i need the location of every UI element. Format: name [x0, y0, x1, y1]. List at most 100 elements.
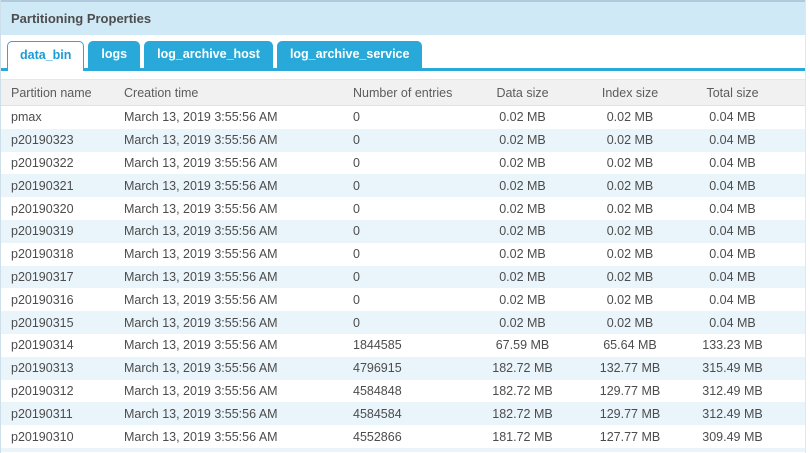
cell: 133.23 MB	[702, 338, 763, 353]
table-row: p20190311 March 13, 2019 3:55:56 AM 458458…	[1, 402, 805, 426]
cell: March 13, 2019 3:55:56 AM	[124, 178, 278, 193]
cell: 0.04 MB	[709, 247, 756, 262]
cell: 0.04 MB	[709, 178, 756, 193]
cell: 0.02 MB	[499, 155, 546, 170]
cell: 0.02 MB	[499, 315, 546, 330]
cell: 0.02 MB	[606, 133, 654, 148]
table-row: p20190323 March 13, 2019 3:55:56 AM 0 0.02 …	[1, 128, 805, 152]
cell: 312.49 MB	[702, 406, 763, 421]
cell: 0.02 MB	[606, 110, 654, 125]
cell: 0.02 MB	[499, 133, 546, 148]
cell: 132.77 MB	[599, 361, 661, 376]
tab-log_archive_host[interactable]: log_archive_host	[144, 41, 273, 68]
table-row: p20190313 March 13, 2019 3:55:56 AM 479691…	[1, 356, 805, 380]
cell: 0	[353, 178, 360, 193]
cell: 0	[353, 155, 360, 170]
cell: p20190312	[11, 383, 74, 398]
cell: 0.04 MB	[709, 224, 756, 239]
cell: 309.49 MB	[702, 429, 763, 444]
table-row: p20190319 March 13, 2019 3:55:56 AM 0 0.02 …	[1, 219, 805, 243]
cell: 0	[353, 315, 360, 330]
cell: p20190317	[11, 269, 74, 284]
cell: March 13, 2019 3:55:56 AM	[124, 201, 278, 216]
table-row: p20190312 March 13, 2019 3:55:56 AM 458484…	[1, 380, 805, 403]
cell: p20190319	[11, 224, 74, 239]
column-header: Partition name	[11, 85, 92, 100]
table-header-row: Partition name Creation time Number of ent…	[1, 79, 805, 106]
cell: 1844585	[353, 338, 402, 353]
cell: 0.02 MB	[499, 178, 546, 193]
cell: March 13, 2019 3:55:56 AM	[124, 155, 278, 170]
cell: p20190315	[11, 315, 74, 330]
cell: p20190321	[11, 178, 74, 193]
column-header: Total size	[706, 85, 759, 100]
table-row: p20190322 March 13, 2019 3:55:56 AM 0 0.02 …	[1, 152, 805, 175]
table-row: p20190310 March 13, 2019 3:55:56 AM 455286…	[1, 425, 805, 448]
cell: 315.49 MB	[702, 361, 763, 376]
cell: 0	[353, 110, 360, 125]
cell: 0.04 MB	[709, 155, 756, 170]
table-row: p20190318 March 13, 2019 3:55:56 AM 0 0.02 …	[1, 243, 805, 266]
panel-title-bar: Partitioning Properties	[1, 0, 805, 35]
cell: 4584584	[353, 406, 402, 421]
table-row: p20190316 March 13, 2019 3:55:56 AM 0 0.02 …	[1, 288, 805, 311]
cell: 182.72 MB	[492, 406, 553, 421]
cell: 65.64 MB	[603, 338, 657, 353]
cell: March 13, 2019 3:55:56 AM	[124, 315, 278, 330]
cell: 4796915	[353, 361, 402, 376]
table-row: p20190317 March 13, 2019 3:55:56 AM 0 0.02 …	[1, 265, 805, 289]
cell: 0.02 MB	[499, 110, 546, 125]
cell: March 13, 2019 3:55:56 AM	[124, 247, 278, 262]
cell: 0.02 MB	[499, 201, 546, 216]
table-row: p20190321 March 13, 2019 3:55:56 AM 0 0.02 …	[1, 174, 805, 198]
cell: 0.02 MB	[499, 247, 546, 262]
cell: March 13, 2019 3:55:56 AM	[124, 361, 278, 376]
cell: 0	[353, 201, 360, 216]
cell: 67.59 MB	[495, 338, 550, 353]
cell: 0.04 MB	[709, 133, 756, 148]
partial-next-row	[1, 447, 805, 452]
cell: March 13, 2019 3:55:56 AM	[124, 383, 278, 398]
cell: p20190316	[11, 292, 74, 307]
table-body: pmax March 13, 2019 3:55:56 AM 0 0.02 MB 0.0…	[1, 106, 805, 448]
cell: 312.49 MB	[702, 383, 763, 398]
cell: 0.02 MB	[499, 292, 546, 307]
cell: 0	[353, 292, 360, 307]
cell: 0	[353, 133, 360, 148]
cell: 0.02 MB	[606, 224, 654, 239]
table-row: pmax March 13, 2019 3:55:56 AM 0 0.02 MB 0.0…	[1, 106, 805, 129]
cell: March 13, 2019 3:55:56 AM	[124, 133, 278, 148]
cell: 129.77 MB	[599, 383, 661, 398]
cell: p20190322	[11, 155, 74, 170]
cell: 0.02 MB	[499, 269, 546, 284]
column-header: Number of entries	[353, 85, 453, 100]
cell: March 13, 2019 3:55:56 AM	[124, 338, 278, 353]
cell: 0.02 MB	[606, 155, 654, 170]
cell: 0.04 MB	[709, 201, 756, 216]
cell: 0.04 MB	[709, 292, 756, 307]
partition-table: Partition name Creation time Number of ent…	[1, 79, 805, 452]
column-header: Creation time	[124, 85, 199, 100]
table-row: p20190314 March 13, 2019 3:55:56 AM 184458…	[1, 334, 805, 357]
cell: March 13, 2019 3:55:56 AM	[124, 224, 278, 239]
cell: 0.04 MB	[709, 269, 756, 284]
cell: March 13, 2019 3:55:56 AM	[124, 110, 278, 125]
cell: p20190318	[11, 247, 74, 262]
cell: p20190323	[11, 133, 74, 148]
cell: 127.77 MB	[599, 429, 661, 444]
cell: 0.04 MB	[709, 315, 756, 330]
cell: 182.72 MB	[492, 383, 553, 398]
cell: 0.02 MB	[606, 201, 654, 216]
table-row: p20190315 March 13, 2019 3:55:56 AM 0 0.02 …	[1, 311, 805, 334]
column-header: Data size	[496, 85, 549, 100]
cell: 0.02 MB	[606, 315, 654, 330]
table-row: p20190320 March 13, 2019 3:55:56 AM 0 0.02 …	[1, 197, 805, 220]
cell: p20190314	[11, 338, 74, 353]
cell: pmax	[11, 110, 42, 125]
cell: 0.04 MB	[709, 110, 756, 125]
cell: 0.02 MB	[606, 269, 654, 284]
tab-data_bin[interactable]: data_bin	[7, 41, 85, 71]
tab-logs[interactable]: logs	[88, 41, 141, 68]
tab-log_archive_service[interactable]: log_archive_service	[276, 41, 423, 68]
